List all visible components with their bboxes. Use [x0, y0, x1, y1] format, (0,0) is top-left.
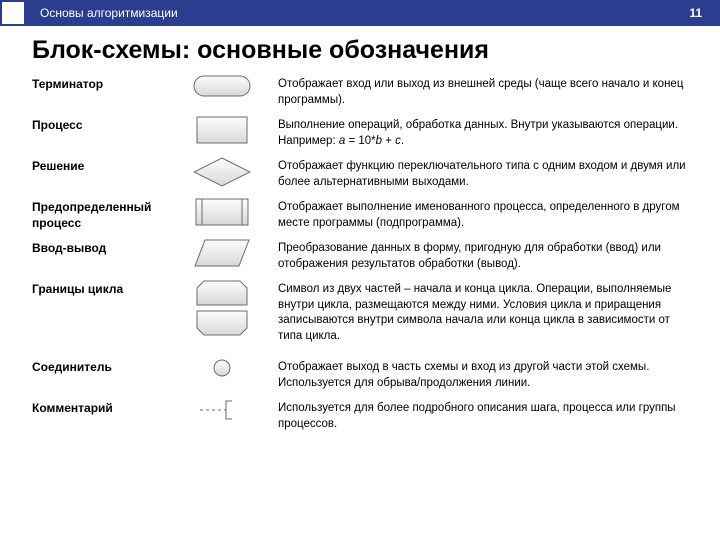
symbol-label: Терминатор [32, 75, 176, 93]
symbol-label: Ввод-вывод [32, 239, 176, 257]
table-row: Терминатор Отображает вход или выход из … [32, 75, 692, 108]
symbol-desc: Символ из двух частей – начала и конца ц… [268, 280, 692, 344]
table-row: Процесс Выполнение операций, обработка д… [32, 116, 692, 149]
table-row: Границы цикла Символ из двух частей – на… [32, 280, 692, 344]
decision-icon [193, 157, 251, 187]
header-square-accent [0, 0, 26, 26]
table-row: Решение Отображает функцию переключатель… [32, 157, 692, 190]
symbol-shape [176, 75, 268, 97]
table-row: Ввод-вывод Преобразование данных в форму… [32, 239, 692, 272]
symbol-label: Решение [32, 157, 176, 175]
symbol-label: Комментарий [32, 399, 176, 417]
loop-start-icon [196, 280, 248, 306]
symbol-desc: Отображает выход в часть схемы и вход из… [268, 358, 692, 391]
desc-text: . [401, 135, 404, 147]
symbol-shape [176, 157, 268, 187]
header-bar: Основы алгоритмизации 11 [0, 0, 720, 26]
predefined-process-icon [195, 198, 249, 226]
symbol-shape [176, 198, 268, 226]
symbol-label: Процесс [32, 116, 176, 134]
header-strip: Основы алгоритмизации 11 [26, 0, 720, 26]
symbol-shape [176, 399, 268, 421]
page-number: 11 [689, 6, 702, 20]
io-icon [193, 239, 251, 267]
table-row: Предопределенный процесс Отображает выпо… [32, 198, 692, 231]
table-row: Соединитель Отображает выход в часть схе… [32, 358, 692, 391]
symbol-shape [176, 280, 268, 336]
symbol-shape [176, 358, 268, 378]
symbol-shape [176, 239, 268, 267]
symbol-label: Границы цикла [32, 280, 176, 298]
loop-end-icon [196, 310, 248, 336]
symbol-label: Предопределенный процесс [32, 198, 176, 231]
header-subtitle: Основы алгоритмизации [40, 6, 178, 20]
table-row: Комментарий Используется для более подро… [32, 399, 692, 432]
process-icon [196, 116, 248, 144]
desc-text: = 10* [345, 135, 375, 147]
symbol-table: Терминатор Отображает вход или выход из … [0, 75, 720, 432]
symbol-shape [176, 116, 268, 144]
symbol-desc: Используется для более подробного описан… [268, 399, 692, 432]
terminator-icon [193, 75, 251, 97]
symbol-desc: Отображает выполнение именованного проце… [268, 198, 692, 231]
symbol-desc: Отображает функцию переключательного тип… [268, 157, 692, 190]
symbol-label: Соединитель [32, 358, 176, 376]
desc-text: + [382, 135, 395, 147]
symbol-desc: Выполнение операций, обработка данных. В… [268, 116, 692, 149]
connector-icon [212, 358, 232, 378]
symbol-desc: Преобразование данных в форму, пригодную… [268, 239, 692, 272]
symbol-desc: Отображает вход или выход из внешней сре… [268, 75, 692, 108]
page-title: Блок-схемы: основные обозначения [0, 26, 720, 75]
comment-icon [198, 399, 246, 421]
